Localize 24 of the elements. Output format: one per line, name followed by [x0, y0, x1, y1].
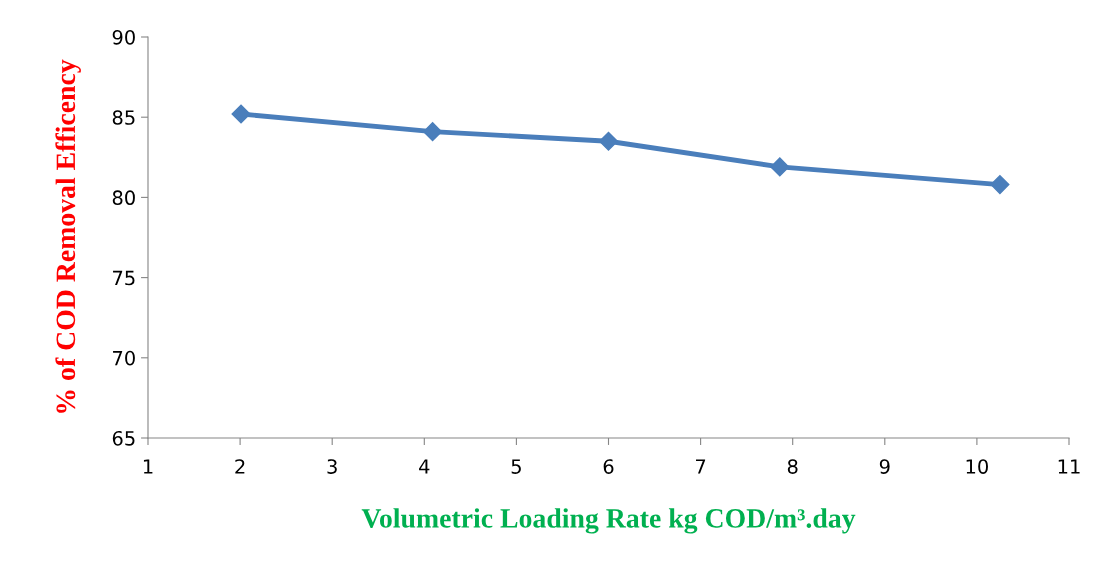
- x-tick-label: 10: [966, 459, 988, 474]
- x-tick-label: 1: [143, 459, 153, 474]
- y-tick-label: 75: [113, 270, 135, 286]
- x-tick-label: 4: [419, 459, 430, 474]
- y-axis-title: % of COD Removal Efficency: [55, 59, 81, 413]
- x-tick-label: 11: [1058, 459, 1080, 474]
- point: [423, 122, 443, 142]
- x-tick-label: 8: [787, 459, 798, 474]
- x-tick-label: 3: [327, 459, 337, 474]
- x-axis-title: Volumetric Loading Rate kg COD/m³.day: [361, 508, 856, 534]
- x-tick-label: 5: [511, 459, 521, 474]
- x-tick-label: 6: [603, 459, 614, 474]
- point: [231, 104, 251, 124]
- x-tick-label: 7: [696, 459, 706, 474]
- point: [990, 175, 1010, 195]
- y-tick-label: 90: [112, 29, 135, 45]
- y-tick-label: 80: [112, 190, 135, 206]
- y-tick-label: 65: [112, 430, 135, 446]
- point: [598, 131, 619, 151]
- y-tick-label: 85: [112, 110, 135, 125]
- point: [770, 157, 790, 177]
- x-tick-label: 2: [235, 459, 245, 474]
- y-tick-label: 70: [113, 350, 135, 366]
- x-tick-label: 9: [879, 459, 890, 474]
